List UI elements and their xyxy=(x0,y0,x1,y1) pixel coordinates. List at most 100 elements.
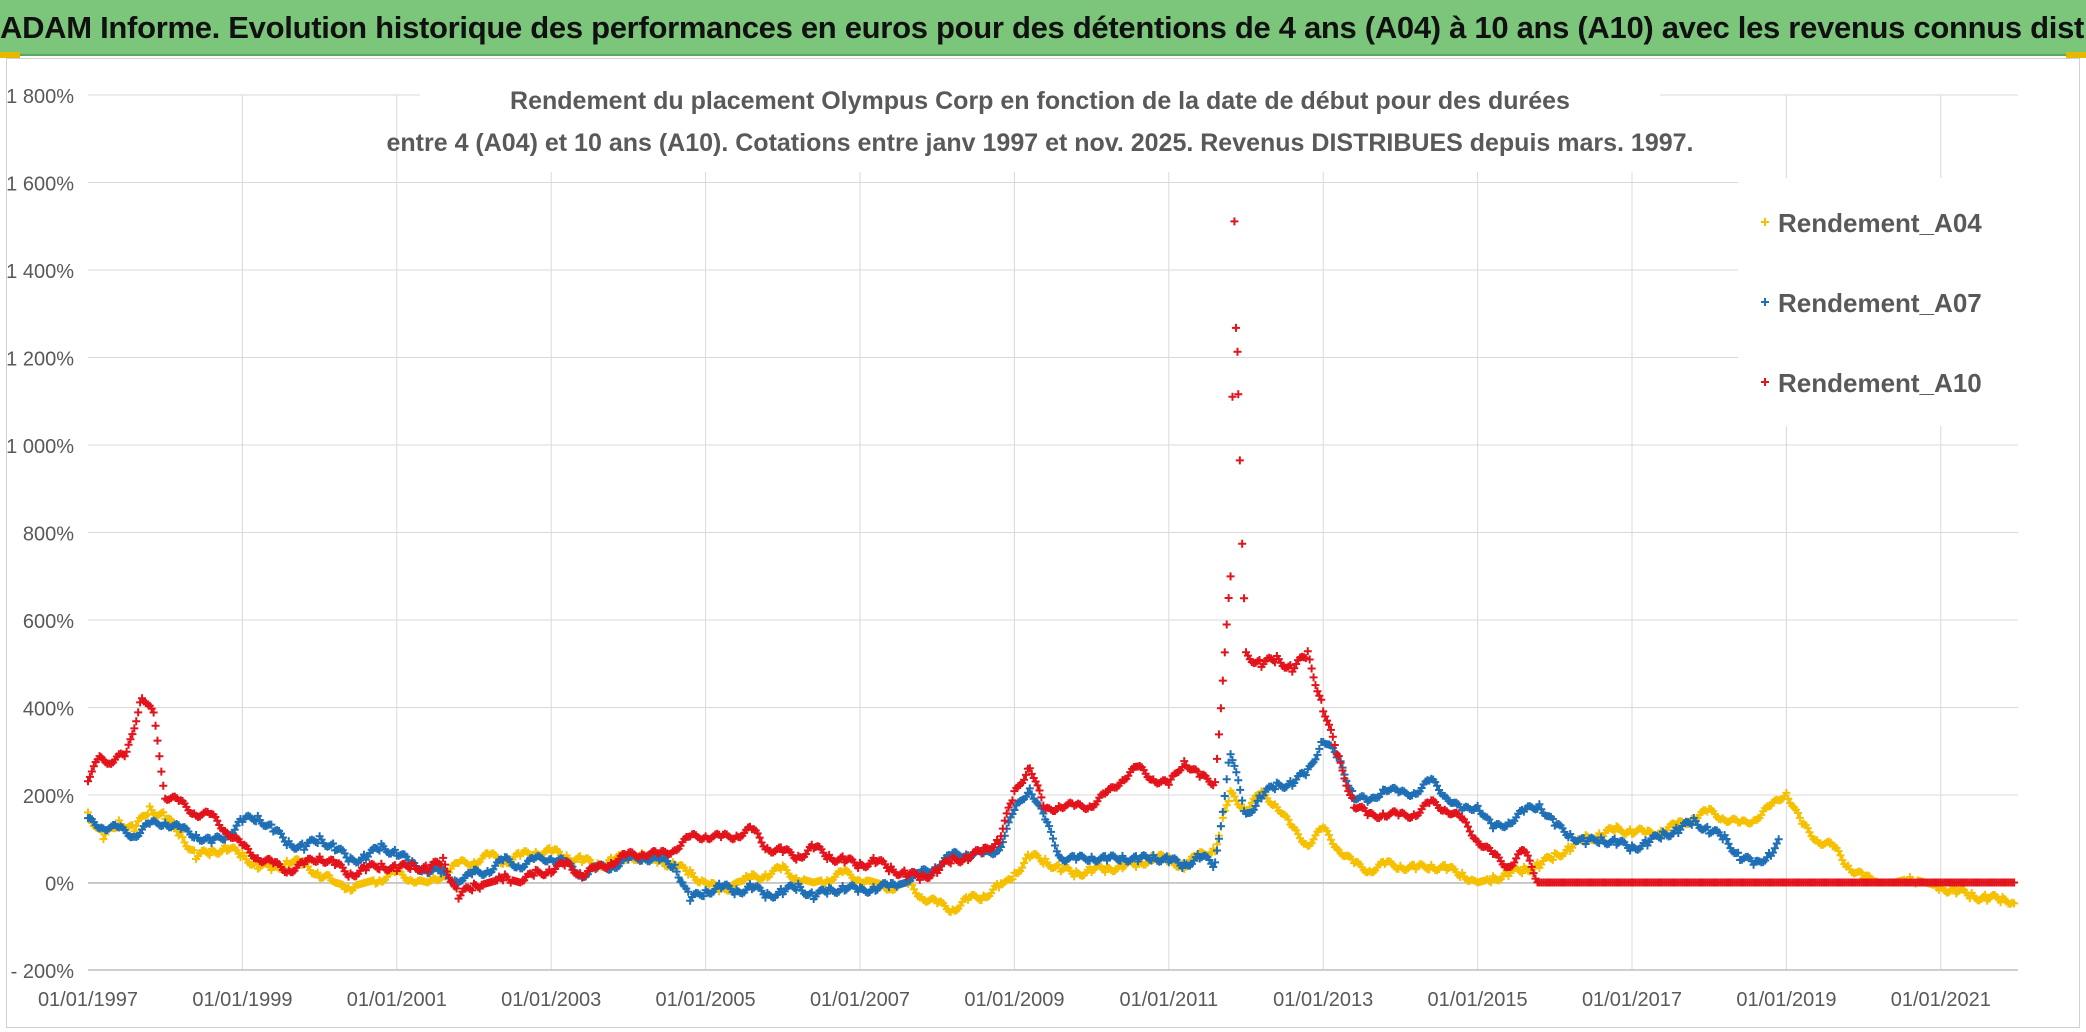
data-point xyxy=(1315,744,1324,753)
data-point xyxy=(1222,775,1231,784)
data-point xyxy=(1487,878,1496,887)
data-point xyxy=(132,717,141,726)
chart-title-line-2: entre 4 (A04) et 10 ans (A10). Cotations… xyxy=(387,129,1694,157)
data-point xyxy=(1039,859,1048,868)
legend-marker xyxy=(1761,218,1769,226)
data-point xyxy=(994,883,1003,892)
y-tick-label: 400% xyxy=(23,699,74,721)
data-point xyxy=(1301,771,1310,780)
data-point xyxy=(1214,834,1223,843)
data-point xyxy=(149,708,158,717)
data-point xyxy=(130,724,139,733)
data-point xyxy=(1301,654,1310,663)
y-tick-label: 1 800% xyxy=(6,86,74,108)
corner-mark-left xyxy=(0,52,20,58)
x-tick-label: 01/01/2007 xyxy=(810,989,910,1011)
data-point xyxy=(1323,716,1332,725)
data-point xyxy=(1222,801,1231,810)
data-point xyxy=(1338,766,1347,775)
data-point xyxy=(869,853,878,862)
data-point xyxy=(159,808,168,817)
data-point xyxy=(143,810,152,819)
data-point xyxy=(1020,859,1029,868)
data-point xyxy=(745,880,754,889)
data-point xyxy=(124,740,133,749)
series-rendement-a10 xyxy=(84,217,2019,903)
data-point xyxy=(1050,841,1059,850)
data-point xyxy=(1216,822,1225,831)
data-point xyxy=(2010,899,2019,908)
data-point xyxy=(1324,720,1333,729)
data-point xyxy=(1027,790,1036,799)
data-point xyxy=(1309,835,1318,844)
data-point xyxy=(1803,824,1812,833)
data-point xyxy=(807,888,816,897)
data-point xyxy=(267,866,276,875)
y-tick-label: - 200% xyxy=(11,961,75,983)
data-point xyxy=(1462,818,1471,827)
data-point xyxy=(468,870,477,879)
data-point xyxy=(1226,572,1235,581)
data-point xyxy=(699,892,708,901)
data-point xyxy=(1035,786,1044,795)
data-point xyxy=(452,884,461,893)
data-point xyxy=(1722,834,1731,843)
data-point xyxy=(1224,594,1233,603)
data-point xyxy=(1228,756,1237,765)
data-point xyxy=(1213,754,1222,763)
data-point xyxy=(1610,827,1619,836)
data-point xyxy=(1330,741,1339,750)
data-point xyxy=(1008,875,1017,884)
legend-label: Rendement_A10 xyxy=(1778,368,1982,398)
data-point xyxy=(908,881,917,890)
data-point xyxy=(1626,825,1635,834)
data-point xyxy=(180,838,189,847)
data-point xyxy=(1052,847,1061,856)
y-tick-label: 800% xyxy=(23,524,74,546)
data-point xyxy=(1784,794,1793,803)
data-point xyxy=(1610,834,1619,843)
data-point xyxy=(1703,822,1712,831)
data-point xyxy=(1319,707,1328,716)
data-point xyxy=(1463,822,1472,831)
data-point xyxy=(1233,347,1242,356)
data-point xyxy=(1054,860,1063,869)
data-point xyxy=(1527,862,1536,871)
data-point xyxy=(1981,890,1990,899)
data-point xyxy=(1548,814,1557,823)
data-point xyxy=(1043,818,1052,827)
data-point xyxy=(1002,809,1011,818)
data-point xyxy=(359,862,368,871)
data-point xyxy=(1309,673,1318,682)
y-tick-label: 1 600% xyxy=(6,174,74,196)
data-point xyxy=(1235,456,1244,465)
data-point xyxy=(1512,854,1521,863)
data-point xyxy=(1321,712,1330,721)
data-point xyxy=(1517,869,1526,878)
data-point xyxy=(151,721,160,730)
data-point xyxy=(338,880,347,889)
data-point xyxy=(153,736,162,745)
data-point xyxy=(340,849,349,858)
x-tick-label: 01/01/2021 xyxy=(1891,989,1991,1011)
data-point xyxy=(267,820,276,829)
data-point xyxy=(1303,647,1312,656)
data-point xyxy=(1180,757,1189,766)
data-point xyxy=(439,853,448,862)
data-point xyxy=(178,833,187,842)
data-point xyxy=(1162,852,1171,861)
data-point xyxy=(884,883,893,892)
data-point xyxy=(448,878,457,887)
data-point xyxy=(1238,539,1247,548)
data-point xyxy=(236,853,245,862)
data-point xyxy=(1564,842,1573,851)
chart-title-line-1: Rendement du placement Olympus Corp en f… xyxy=(510,87,1570,115)
data-point xyxy=(946,859,955,868)
data-point xyxy=(132,821,141,830)
data-point xyxy=(1772,839,1781,848)
data-point xyxy=(375,846,384,855)
x-tick-label: 01/01/2017 xyxy=(1582,989,1682,1011)
data-point xyxy=(1234,776,1243,785)
data-point xyxy=(1033,781,1042,790)
data-point xyxy=(1535,800,1544,809)
